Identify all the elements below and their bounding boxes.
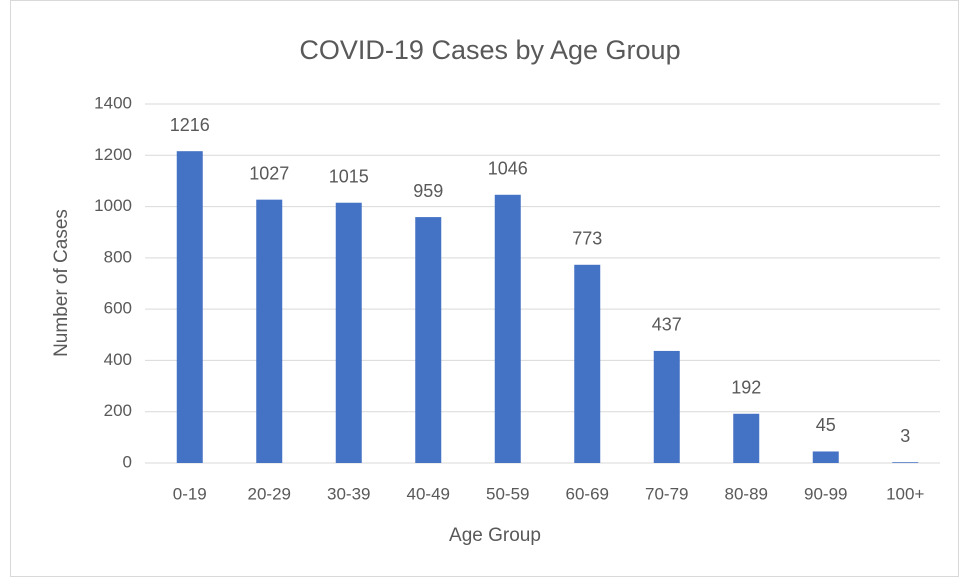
bar <box>733 413 760 463</box>
y-tick-label: 800 <box>104 247 132 266</box>
data-label: 3 <box>900 426 910 446</box>
chart-title: COVID-19 Cases by Age Group <box>299 35 680 65</box>
y-tick-label: 1000 <box>94 196 132 215</box>
bar <box>892 462 919 463</box>
data-label: 1046 <box>488 159 528 179</box>
bar <box>335 202 362 463</box>
x-tick-label: 30-39 <box>327 484 370 503</box>
data-label: 437 <box>652 315 682 335</box>
y-tick-label: 1400 <box>94 93 132 112</box>
bar <box>574 264 601 463</box>
data-label: 959 <box>413 181 443 201</box>
x-tick-label: 20-29 <box>248 484 291 503</box>
y-tick-label: 600 <box>104 299 132 318</box>
y-tick-label: 0 <box>123 452 132 471</box>
x-tick-label: 50-59 <box>486 484 529 503</box>
data-label: 773 <box>572 229 602 249</box>
y-tick-label: 400 <box>104 350 132 369</box>
chart-frame <box>10 0 959 577</box>
x-tick-label: 80-89 <box>725 484 768 503</box>
x-tick-label: 0-19 <box>173 484 207 503</box>
y-tick-label: 1200 <box>94 145 132 164</box>
data-label: 1015 <box>329 166 369 186</box>
x-tick-label: 40-49 <box>407 484 450 503</box>
x-tick-label: 70-79 <box>645 484 688 503</box>
y-axis-label: Number of Cases <box>51 209 72 357</box>
bar <box>176 151 203 463</box>
x-axis-label: Age Group <box>449 525 541 546</box>
bar <box>812 451 839 463</box>
data-label: 45 <box>816 415 836 435</box>
data-label: 1216 <box>170 115 210 135</box>
x-tick-label: 90-99 <box>804 484 847 503</box>
bar <box>653 350 680 463</box>
data-label: 1027 <box>249 163 289 183</box>
data-label: 192 <box>731 378 761 398</box>
bar <box>415 217 442 463</box>
y-tick-label: 200 <box>104 401 132 420</box>
x-tick-label: 60-69 <box>566 484 609 503</box>
x-tick-label: 100+ <box>886 484 924 503</box>
bar <box>256 199 283 463</box>
bar <box>494 194 521 464</box>
